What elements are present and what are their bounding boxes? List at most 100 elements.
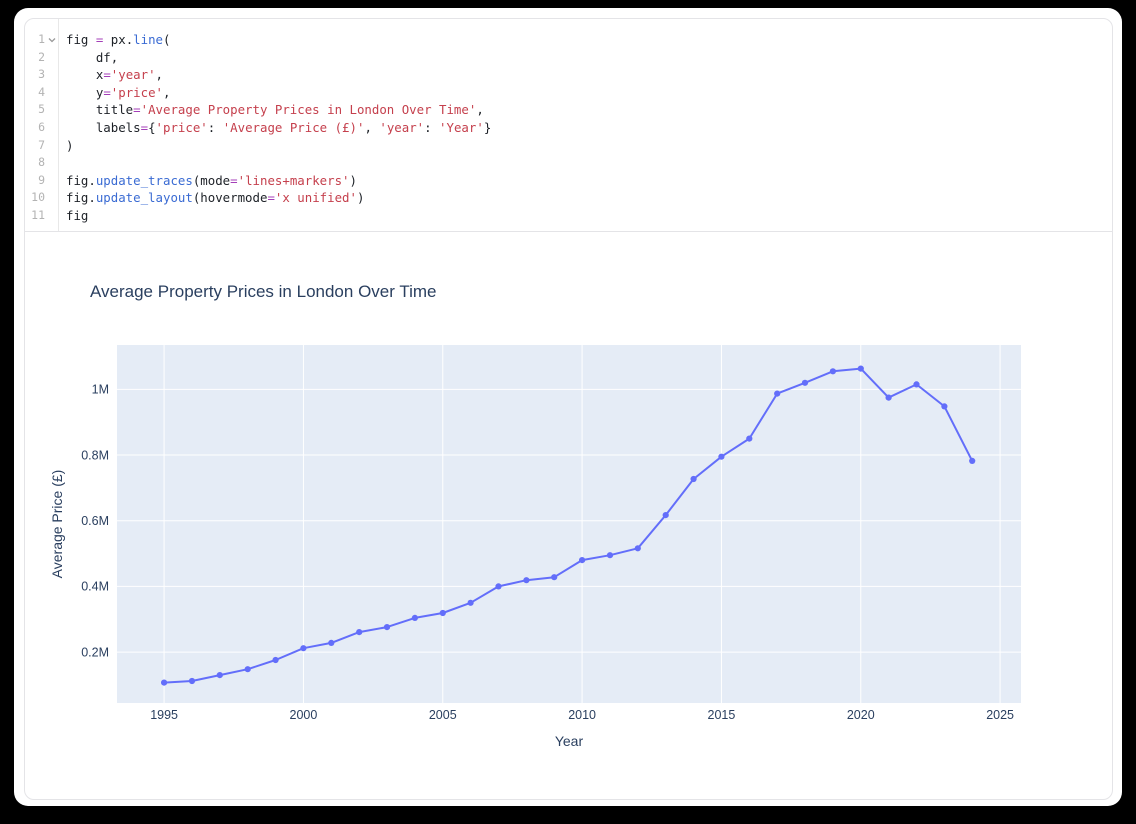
code-line[interactable]: fig [66, 207, 1104, 225]
data-point-marker[interactable] [161, 679, 168, 686]
data-point-marker[interactable] [216, 672, 223, 679]
code-token: = [230, 172, 238, 188]
code-token: title [66, 102, 134, 118]
code-line[interactable] [66, 154, 1104, 172]
x-tick-label: 2000 [290, 708, 318, 722]
code-token: 'Average Property Prices in London Over … [140, 102, 477, 118]
code-token: ) [349, 172, 357, 188]
line-number: 8 [38, 155, 45, 170]
data-point-marker[interactable] [801, 379, 809, 386]
chart-title: Average Property Prices in London Over T… [90, 282, 436, 301]
data-point-marker[interactable] [746, 435, 753, 442]
x-tick-label: 2020 [847, 708, 875, 722]
data-point-marker[interactable] [328, 639, 335, 646]
line-number: 4 [38, 84, 45, 99]
gutter-row: 7 [25, 137, 58, 155]
code-line[interactable]: fig.update_traces(mode='lines+markers') [66, 172, 1104, 190]
gutter-row: 8 [25, 154, 58, 172]
line-number: 9 [38, 172, 45, 187]
data-point-marker[interactable] [383, 624, 391, 631]
code-line[interactable]: x='year', [66, 66, 1104, 84]
code-line[interactable]: ) [66, 137, 1104, 155]
code-line[interactable]: labels={'price': 'Average Price (£)', 'y… [66, 119, 1104, 137]
series-line[interactable] [163, 367, 974, 684]
gutter-row: 11 [25, 207, 58, 225]
data-point-marker[interactable] [411, 614, 418, 621]
data-point-marker[interactable] [857, 365, 864, 372]
x-tick-label: 2005 [429, 708, 457, 722]
gutter-row: 10 [25, 189, 58, 207]
editor-gutter: 1 2 3 4 5 6 7 8 9 10 11 [25, 19, 59, 231]
code-token: = [103, 67, 111, 83]
data-point-marker[interactable] [579, 557, 586, 564]
gutter-row: 1 [25, 31, 58, 49]
data-point-marker[interactable] [606, 552, 614, 559]
data-point-marker[interactable] [690, 475, 697, 483]
editor-code-area[interactable]: fig = px.line( df, x='year', y='price', … [59, 19, 1112, 231]
data-point-marker[interactable] [913, 381, 920, 388]
code-token: y [66, 84, 104, 100]
data-point-marker[interactable] [188, 677, 196, 685]
data-point-marker[interactable] [356, 629, 363, 636]
fold-chevron-icon[interactable] [45, 37, 58, 43]
data-point-marker[interactable] [941, 403, 948, 410]
line-number: 3 [38, 67, 45, 82]
x-tick-label: 1995 [150, 708, 178, 722]
line-number: 2 [38, 49, 45, 64]
code-token: : [207, 119, 223, 135]
data-point-marker[interactable] [969, 457, 976, 464]
code-token: = [140, 119, 149, 135]
data-point-marker[interactable] [300, 645, 307, 652]
code-line[interactable]: fig = px.line( [66, 31, 1104, 49]
code-token: = [95, 32, 104, 47]
data-point-marker[interactable] [634, 545, 641, 552]
gutter-row: 4 [25, 84, 58, 102]
line-number: 11 [31, 207, 45, 222]
code-token: 'year' [110, 67, 156, 83]
data-point-marker[interactable] [495, 583, 502, 590]
data-point-marker[interactable] [467, 599, 474, 606]
y-tick-label: 1M [92, 383, 109, 397]
code-line[interactable]: title='Average Property Prices in London… [66, 101, 1104, 119]
code-token: , [155, 67, 164, 83]
code-token: update_layout [95, 190, 193, 206]
code-editor[interactable]: 1 2 3 4 5 6 7 8 9 10 11 fig = px.line( df, x='year… [25, 19, 1112, 232]
data-point-marker[interactable] [662, 512, 669, 519]
plot-area[interactable] [117, 345, 1021, 703]
y-tick-label: 0.8M [81, 448, 109, 462]
code-token: 'x unified' [274, 190, 357, 206]
code-token: x [66, 67, 104, 83]
data-point-marker[interactable] [718, 453, 725, 460]
output-chart[interactable]: Average Property Prices in London Over T… [14, 240, 1122, 800]
code-token: } [483, 119, 492, 135]
gutter-row: 5 [25, 101, 58, 119]
code-line[interactable]: fig.update_layout(hovermode='x unified') [66, 189, 1104, 207]
code-token: ) [356, 190, 365, 206]
data-point-marker[interactable] [885, 394, 892, 401]
data-point-marker[interactable] [829, 368, 837, 375]
data-point-marker[interactable] [439, 609, 446, 617]
code-token: , [364, 119, 380, 135]
code-token: 'lines+markers' [237, 172, 350, 188]
code-token: (hovermode [192, 190, 268, 206]
data-point-marker[interactable] [523, 577, 530, 584]
code-token: { [148, 119, 156, 135]
data-point-marker[interactable] [272, 656, 279, 664]
code-token: df, [66, 49, 119, 65]
code-token: 'Average Price (£)' [222, 119, 365, 135]
code-token: fig. [66, 172, 96, 188]
code-token: : [424, 119, 440, 135]
line-number: 7 [38, 137, 45, 152]
data-point-marker[interactable] [551, 574, 558, 581]
code-line[interactable]: df, [66, 49, 1104, 67]
gutter-row: 2 [25, 49, 58, 67]
code-token: ) [66, 137, 74, 153]
data-point-marker[interactable] [774, 390, 781, 397]
gutter-row: 3 [25, 66, 58, 84]
data-point-marker[interactable] [244, 666, 251, 673]
line-number: 5 [38, 102, 45, 117]
code-token: 'Year' [439, 119, 484, 135]
code-token: 'year' [379, 119, 425, 135]
code-line[interactable]: y='price', [66, 84, 1104, 102]
line-number: 1 [38, 32, 45, 46]
